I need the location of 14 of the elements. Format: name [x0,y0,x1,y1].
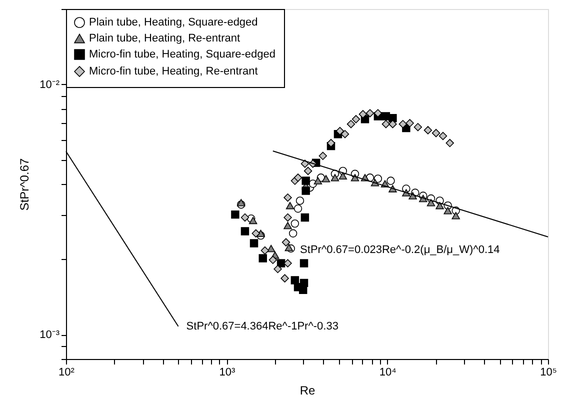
y-tick-label: 10⁻³ [40,329,60,342]
legend-label: Micro-fin tube, Heating, Square-edged [89,48,276,60]
legend-label: Plain tube, Heating, Re-entrant [89,32,240,44]
y-axis-title: StPr^0.67 [18,158,32,211]
x-axis-title: Re [300,384,316,398]
y-tick-label: 10⁻² [40,78,60,91]
x-tick-label: 10² [58,366,75,378]
x-tick-label: 10³ [219,366,236,378]
x-tick-label: 10⁵ [540,366,557,378]
legend-label: Micro-fin tube, Heating, Re-entrant [89,66,258,78]
annotation: StPr^0.67=0.023Re^-0.2(μ_B/μ_W)^0.14 [300,244,500,256]
annotation: StPr^0.67=4.364Re^-1Pr^-0.33 [186,320,338,332]
x-tick-label: 10⁴ [379,366,397,378]
legend-label: Plain tube, Heating, Square-edged [89,16,258,28]
